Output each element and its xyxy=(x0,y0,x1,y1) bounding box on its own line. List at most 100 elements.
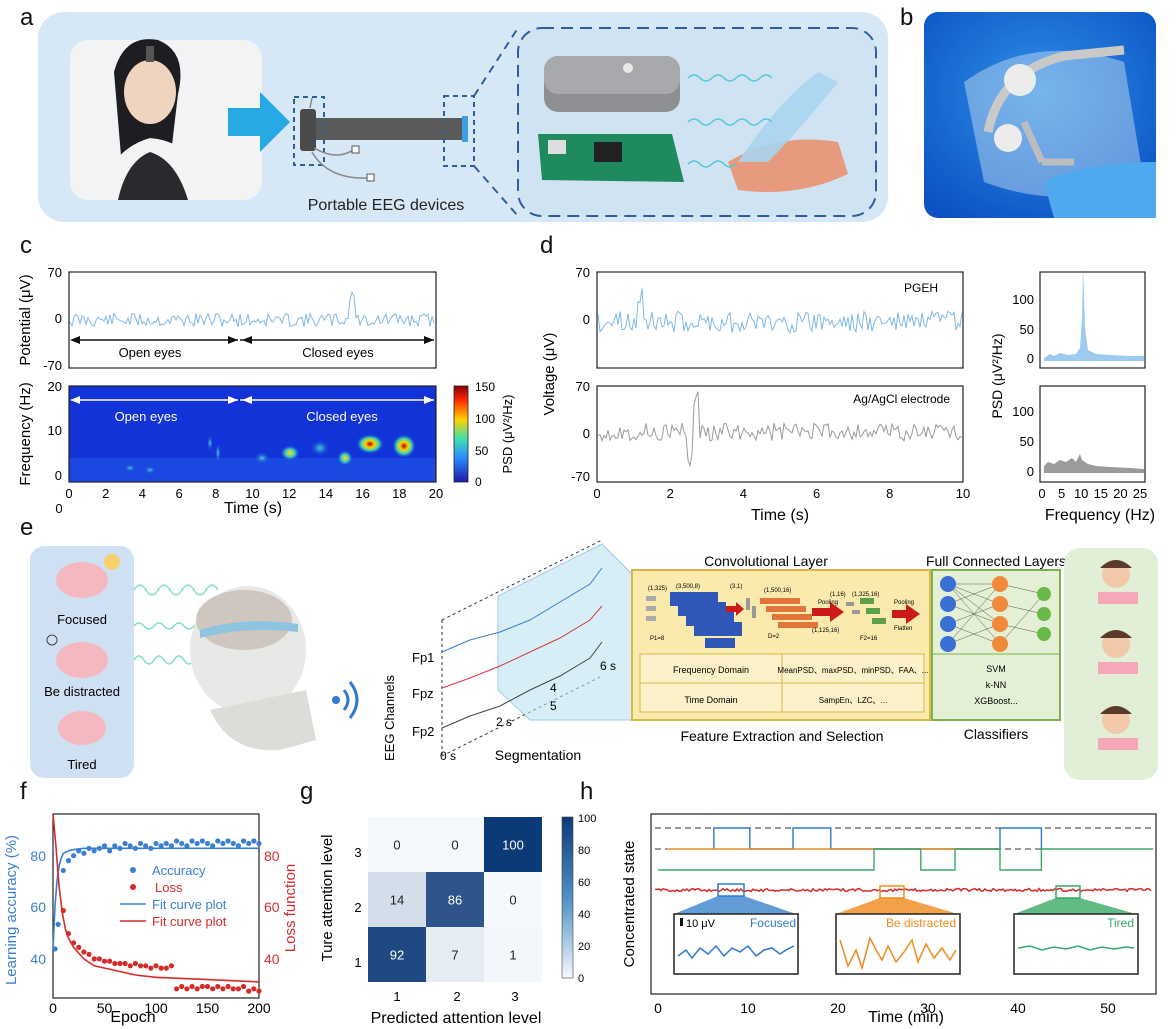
conv-blocks xyxy=(646,592,920,648)
d-psd-100a: 100 xyxy=(1012,292,1034,307)
c-cbar-100: 100 xyxy=(475,412,495,426)
f-point-0-17 xyxy=(137,840,144,847)
panel-label-c: c xyxy=(20,232,32,259)
feat-time-domain: Time Domain xyxy=(684,695,737,705)
c-xtick-3: 6 xyxy=(175,486,182,501)
feat-freq-items: MeanPSD、maxPSD、minPSD、FAA、... xyxy=(777,666,928,675)
state-focused: Focused xyxy=(57,612,107,627)
head-with-headband xyxy=(190,586,316,751)
h-inset-focused-label: Focused xyxy=(750,916,796,930)
f-point-1-33 xyxy=(230,986,236,992)
d-xtick-0: 0 xyxy=(593,486,600,501)
d-psd-agagcl xyxy=(1044,454,1144,473)
f-fit-line-2 xyxy=(52,847,259,949)
f-point-0-14 xyxy=(122,840,128,847)
panel-d: PGEH Ag/AgCl electrode 70 0 70 0 -70 Vol… xyxy=(541,265,1155,524)
f-point-0-30 xyxy=(204,840,211,847)
g-cell-1-2 xyxy=(484,872,542,927)
c-xtick-1: 2 xyxy=(102,486,109,501)
d-psd-xtick-2: 10 xyxy=(1074,486,1088,501)
f-legend-fit1: Fit curve plot xyxy=(152,897,227,912)
c-xtick-10: 20 xyxy=(429,486,443,501)
panel-label-e: e xyxy=(20,514,34,541)
h-xtick-2: 20 xyxy=(830,1000,846,1016)
f-point-0-25 xyxy=(179,840,185,847)
f-point-1-3 xyxy=(76,944,82,950)
h-xtick-1: 10 xyxy=(740,1000,756,1016)
panel-e: Focused Be distracted Tired EEG Channels… xyxy=(30,540,1158,780)
f-point-0-4 xyxy=(71,853,77,859)
f-point-0-34 xyxy=(225,838,231,844)
d-psd-50b: 50 xyxy=(1020,434,1034,449)
f-point-0-26 xyxy=(184,843,190,849)
conv-dim-5: (1,325,16) xyxy=(852,592,879,598)
brain-focused-icon xyxy=(56,554,120,598)
d-ytick-70b: 70 xyxy=(576,379,590,394)
g-cb-20: 20 xyxy=(578,941,590,953)
f-xtick-0: 0 xyxy=(49,1000,57,1016)
h-xtick-4: 40 xyxy=(1010,1000,1026,1016)
conv-dim-4: (1,16) xyxy=(830,592,846,598)
conv-dim-7: P1=8 xyxy=(650,636,665,642)
student-distracted-icon xyxy=(1098,630,1138,674)
f-ylabel-right: Loss function xyxy=(282,864,299,952)
d-psd-pgeh xyxy=(1044,266,1144,361)
e-channel-fpz: Fpz xyxy=(412,686,434,701)
f-point-1-9 xyxy=(107,958,113,964)
f-yr-60: 60 xyxy=(264,899,280,915)
f-legend-loss-marker xyxy=(130,884,136,890)
g-cell-label-0-1: 0 xyxy=(451,838,458,853)
clf-xgboost: XGBoost... xyxy=(974,696,1018,706)
f-point-0-3 xyxy=(65,858,72,864)
c-open-eyes-bottom: Open eyes xyxy=(115,409,178,424)
g-cell-2-0 xyxy=(368,927,426,982)
pcb-board xyxy=(538,134,684,182)
f-frame xyxy=(52,813,260,999)
f-point-1-24 xyxy=(184,986,190,992)
f-point-1-23 xyxy=(179,983,185,990)
student-tired-icon xyxy=(1098,706,1138,750)
f-yl-60: 60 xyxy=(30,899,46,915)
c-bottom-ylabel: Frequency (Hz) xyxy=(17,382,34,485)
c-closed-eyes-bottom: Closed eyes xyxy=(306,409,378,424)
e-seg-4: 4 xyxy=(550,681,557,695)
panel-h: 10 μV Focused Be distracted Tired Concen… xyxy=(621,813,1157,1026)
e-feature-title: Feature Extraction and Selection xyxy=(680,728,883,744)
f-point-0-15 xyxy=(127,843,133,849)
f-xlabel: Epoch xyxy=(110,1009,155,1026)
c-cbar-0: 0 xyxy=(475,475,482,489)
panel-label-b: b xyxy=(900,4,914,31)
c-cbar-150: 150 xyxy=(475,380,495,394)
f-point-0-32 xyxy=(215,838,221,844)
g-cell-label-1-0: 14 xyxy=(390,893,404,908)
g-cell-label-2-1: 7 xyxy=(451,948,458,963)
eeg-device-probe xyxy=(293,95,475,182)
f-point-0-24 xyxy=(174,838,180,844)
f-point-1-10 xyxy=(112,960,118,967)
g-ytick-2: 2 xyxy=(354,900,361,915)
h-frame xyxy=(650,813,1157,995)
panel-label-h: h xyxy=(580,778,594,805)
d-psd-50a: 50 xyxy=(1020,322,1034,337)
h-xlabel: Time (min) xyxy=(868,1009,944,1026)
f-xtick-2: 100 xyxy=(144,1000,168,1016)
g-cb-100: 100 xyxy=(578,813,596,825)
d-xtick-5: 10 xyxy=(956,486,970,501)
d-agagcl-label: Ag/AgCl electrode xyxy=(853,392,950,406)
f-point-1-8 xyxy=(101,958,108,964)
f-point-0-21 xyxy=(158,843,164,849)
f-point-0-40 xyxy=(256,840,262,847)
h-state-line-0 xyxy=(713,827,1043,850)
d-xticks: 0 2 4 6 8 10 xyxy=(593,486,970,501)
g-cb-60: 60 xyxy=(578,877,590,889)
panel-f: 40 60 80 80 60 40 Learning accuracy (%) … xyxy=(3,813,299,1026)
g-cell-1-1 xyxy=(426,872,484,927)
c-closed-eyes-top: Closed eyes xyxy=(302,345,374,360)
c-xtick-5: 10 xyxy=(245,486,259,501)
g-ylabel: Ture attention level xyxy=(319,834,336,961)
d-ytick-0b: 0 xyxy=(583,426,590,441)
g-cell-label-2-2: 1 xyxy=(509,948,516,963)
f-point-0-27 xyxy=(189,838,195,844)
c-xtick-8: 16 xyxy=(355,486,369,501)
e-seg-6s: 6 s xyxy=(600,659,616,673)
